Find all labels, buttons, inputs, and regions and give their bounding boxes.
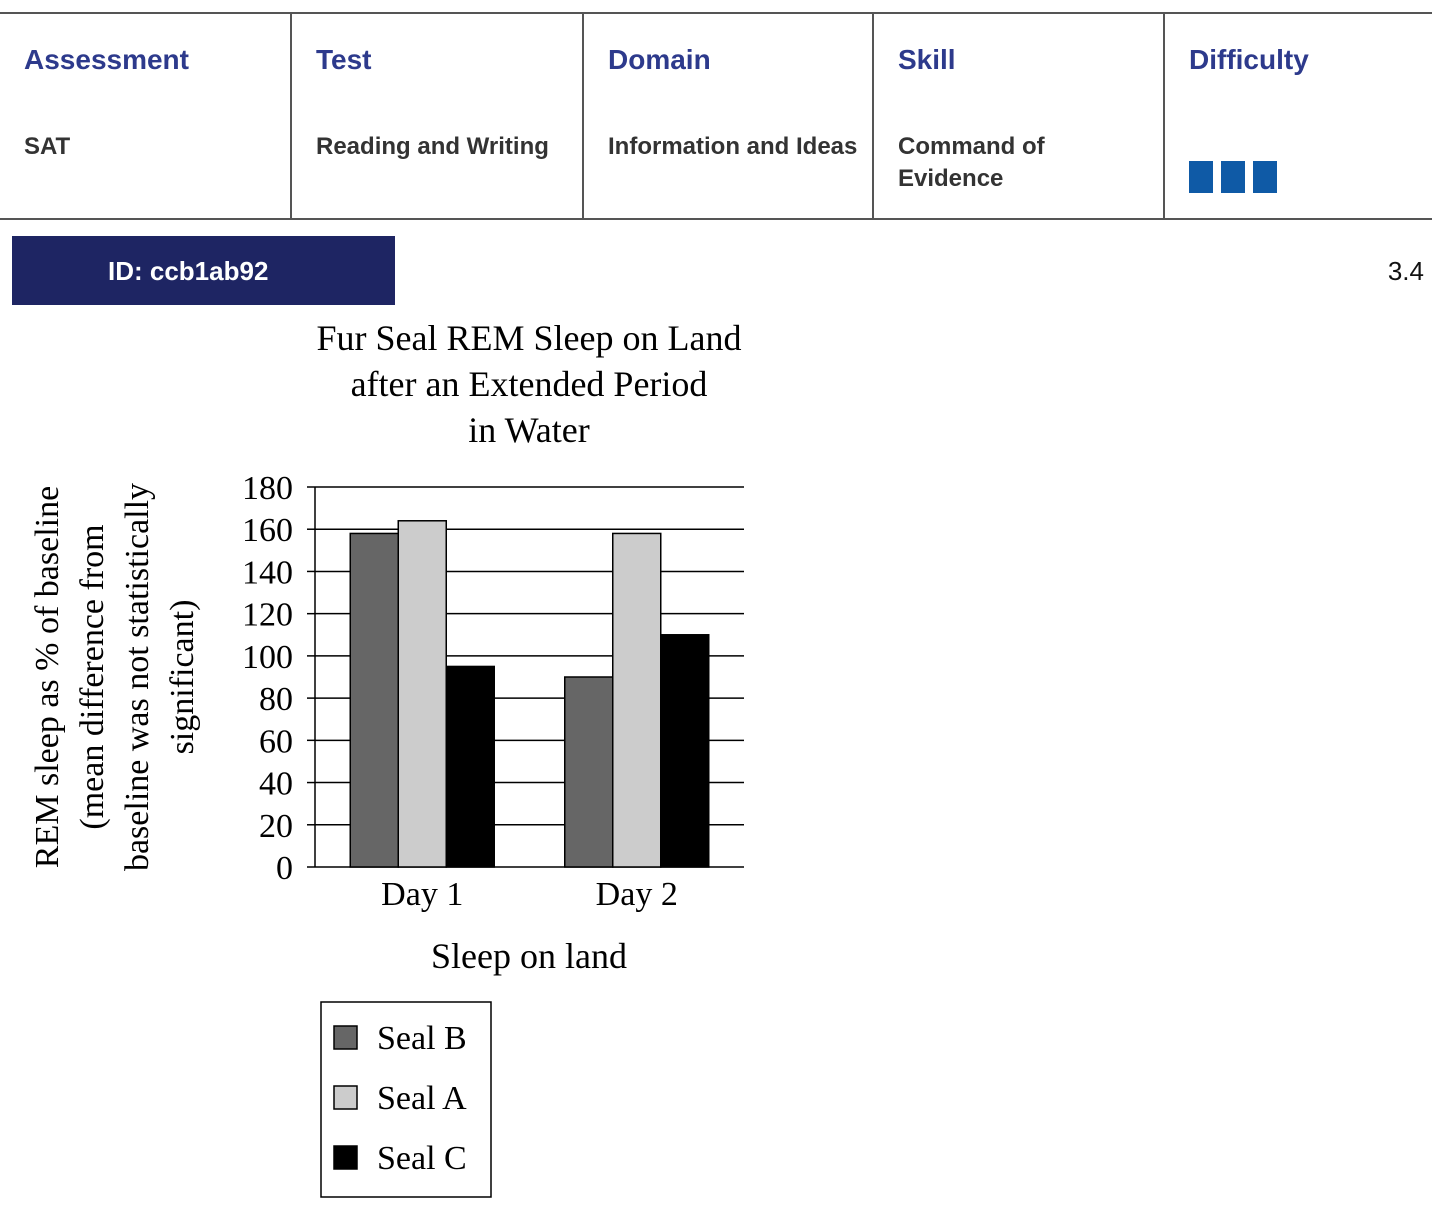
chart-title-line: in Water xyxy=(468,410,589,450)
y-tick-label: 160 xyxy=(242,512,293,549)
bar-seal-b-day-1 xyxy=(349,532,399,868)
legend-swatch xyxy=(333,1085,358,1110)
y-tick-label: 100 xyxy=(242,639,293,676)
assessment-heading: Assessment xyxy=(24,44,189,75)
assessment-value: SAT xyxy=(24,133,71,160)
y-tick-label: 20 xyxy=(259,808,293,845)
y-tick-label: 0 xyxy=(276,850,293,887)
bar-seal-c-day-1 xyxy=(445,665,495,868)
difficulty-bar-2 xyxy=(1221,161,1245,193)
x-tick-label: Day 1 xyxy=(381,876,463,913)
y-axis-ticks: 0 20 40 60 80 100 120 140 160 180 xyxy=(242,470,315,887)
y-axis-label-line: significant) xyxy=(164,600,201,755)
test-value: Reading and Writing xyxy=(316,133,549,160)
domain-heading: Domain xyxy=(608,44,711,75)
test-heading: Test xyxy=(316,44,372,75)
skill-heading: Skill xyxy=(898,44,956,75)
domain-column: Domain Information and Ideas xyxy=(582,14,872,218)
bar-seal-a-day-1 xyxy=(397,520,447,868)
y-axis-label: REM sleep as % of baseline (mean differen… xyxy=(29,483,201,871)
bar-seal-c-day-2 xyxy=(660,634,710,868)
chart-title: Fur Seal REM Sleep on Land after an Exten… xyxy=(317,318,742,450)
difficulty-heading: Difficulty xyxy=(1189,44,1309,75)
difficulty-column: Difficulty xyxy=(1163,14,1432,218)
legend-label: Seal A xyxy=(377,1080,467,1117)
chart-title-line: Fur Seal REM Sleep on Land xyxy=(317,318,742,358)
chart-title-line: after an Extended Period xyxy=(351,364,708,404)
y-tick-label: 180 xyxy=(242,470,293,507)
question-id-banner: ID: ccb1ab92 xyxy=(12,236,395,305)
y-axis-label-line: (mean difference from xyxy=(74,524,111,829)
x-axis-label: Sleep on land xyxy=(431,936,627,976)
test-column: Test Reading and Writing xyxy=(290,14,582,218)
bar-seal-a-day-2 xyxy=(612,532,662,868)
bars xyxy=(349,520,710,868)
y-tick-label: 120 xyxy=(242,597,293,634)
version-number: 3.4 xyxy=(1387,256,1424,286)
legend: Seal B Seal A Seal C xyxy=(320,1001,492,1198)
difficulty-bar-3 xyxy=(1253,161,1277,193)
difficulty-indicator xyxy=(1189,161,1277,193)
metadata-table: Assessment SAT Test Reading and Writing … xyxy=(0,12,1432,220)
y-tick-label: 40 xyxy=(259,766,293,803)
legend-swatch xyxy=(333,1025,358,1050)
skill-value: Command of Evidence xyxy=(898,133,1045,192)
bar-chart: Fur Seal REM Sleep on Land after an Exten… xyxy=(29,318,744,1198)
question-id: ID: ccb1ab92 xyxy=(108,256,269,286)
legend-label: Seal B xyxy=(377,1020,467,1057)
y-tick-label: 80 xyxy=(259,681,293,718)
y-tick-label: 60 xyxy=(259,723,293,760)
x-tick-label: Day 2 xyxy=(596,876,678,913)
skill-column: Skill Command of Evidence xyxy=(872,14,1163,218)
difficulty-bar-1 xyxy=(1189,161,1213,193)
assessment-column: Assessment SAT xyxy=(0,14,290,218)
y-axis-label-line: baseline was not statistically xyxy=(119,483,156,871)
y-axis-label-line: REM sleep as % of baseline xyxy=(29,486,66,868)
bar-seal-b-day-2 xyxy=(564,676,614,868)
legend-label: Seal C xyxy=(377,1140,467,1177)
x-axis-ticks: Day 1 Day 2 xyxy=(381,876,678,913)
domain-value: Information and Ideas xyxy=(608,133,858,160)
y-tick-label: 140 xyxy=(242,554,293,591)
legend-swatch xyxy=(333,1145,358,1170)
